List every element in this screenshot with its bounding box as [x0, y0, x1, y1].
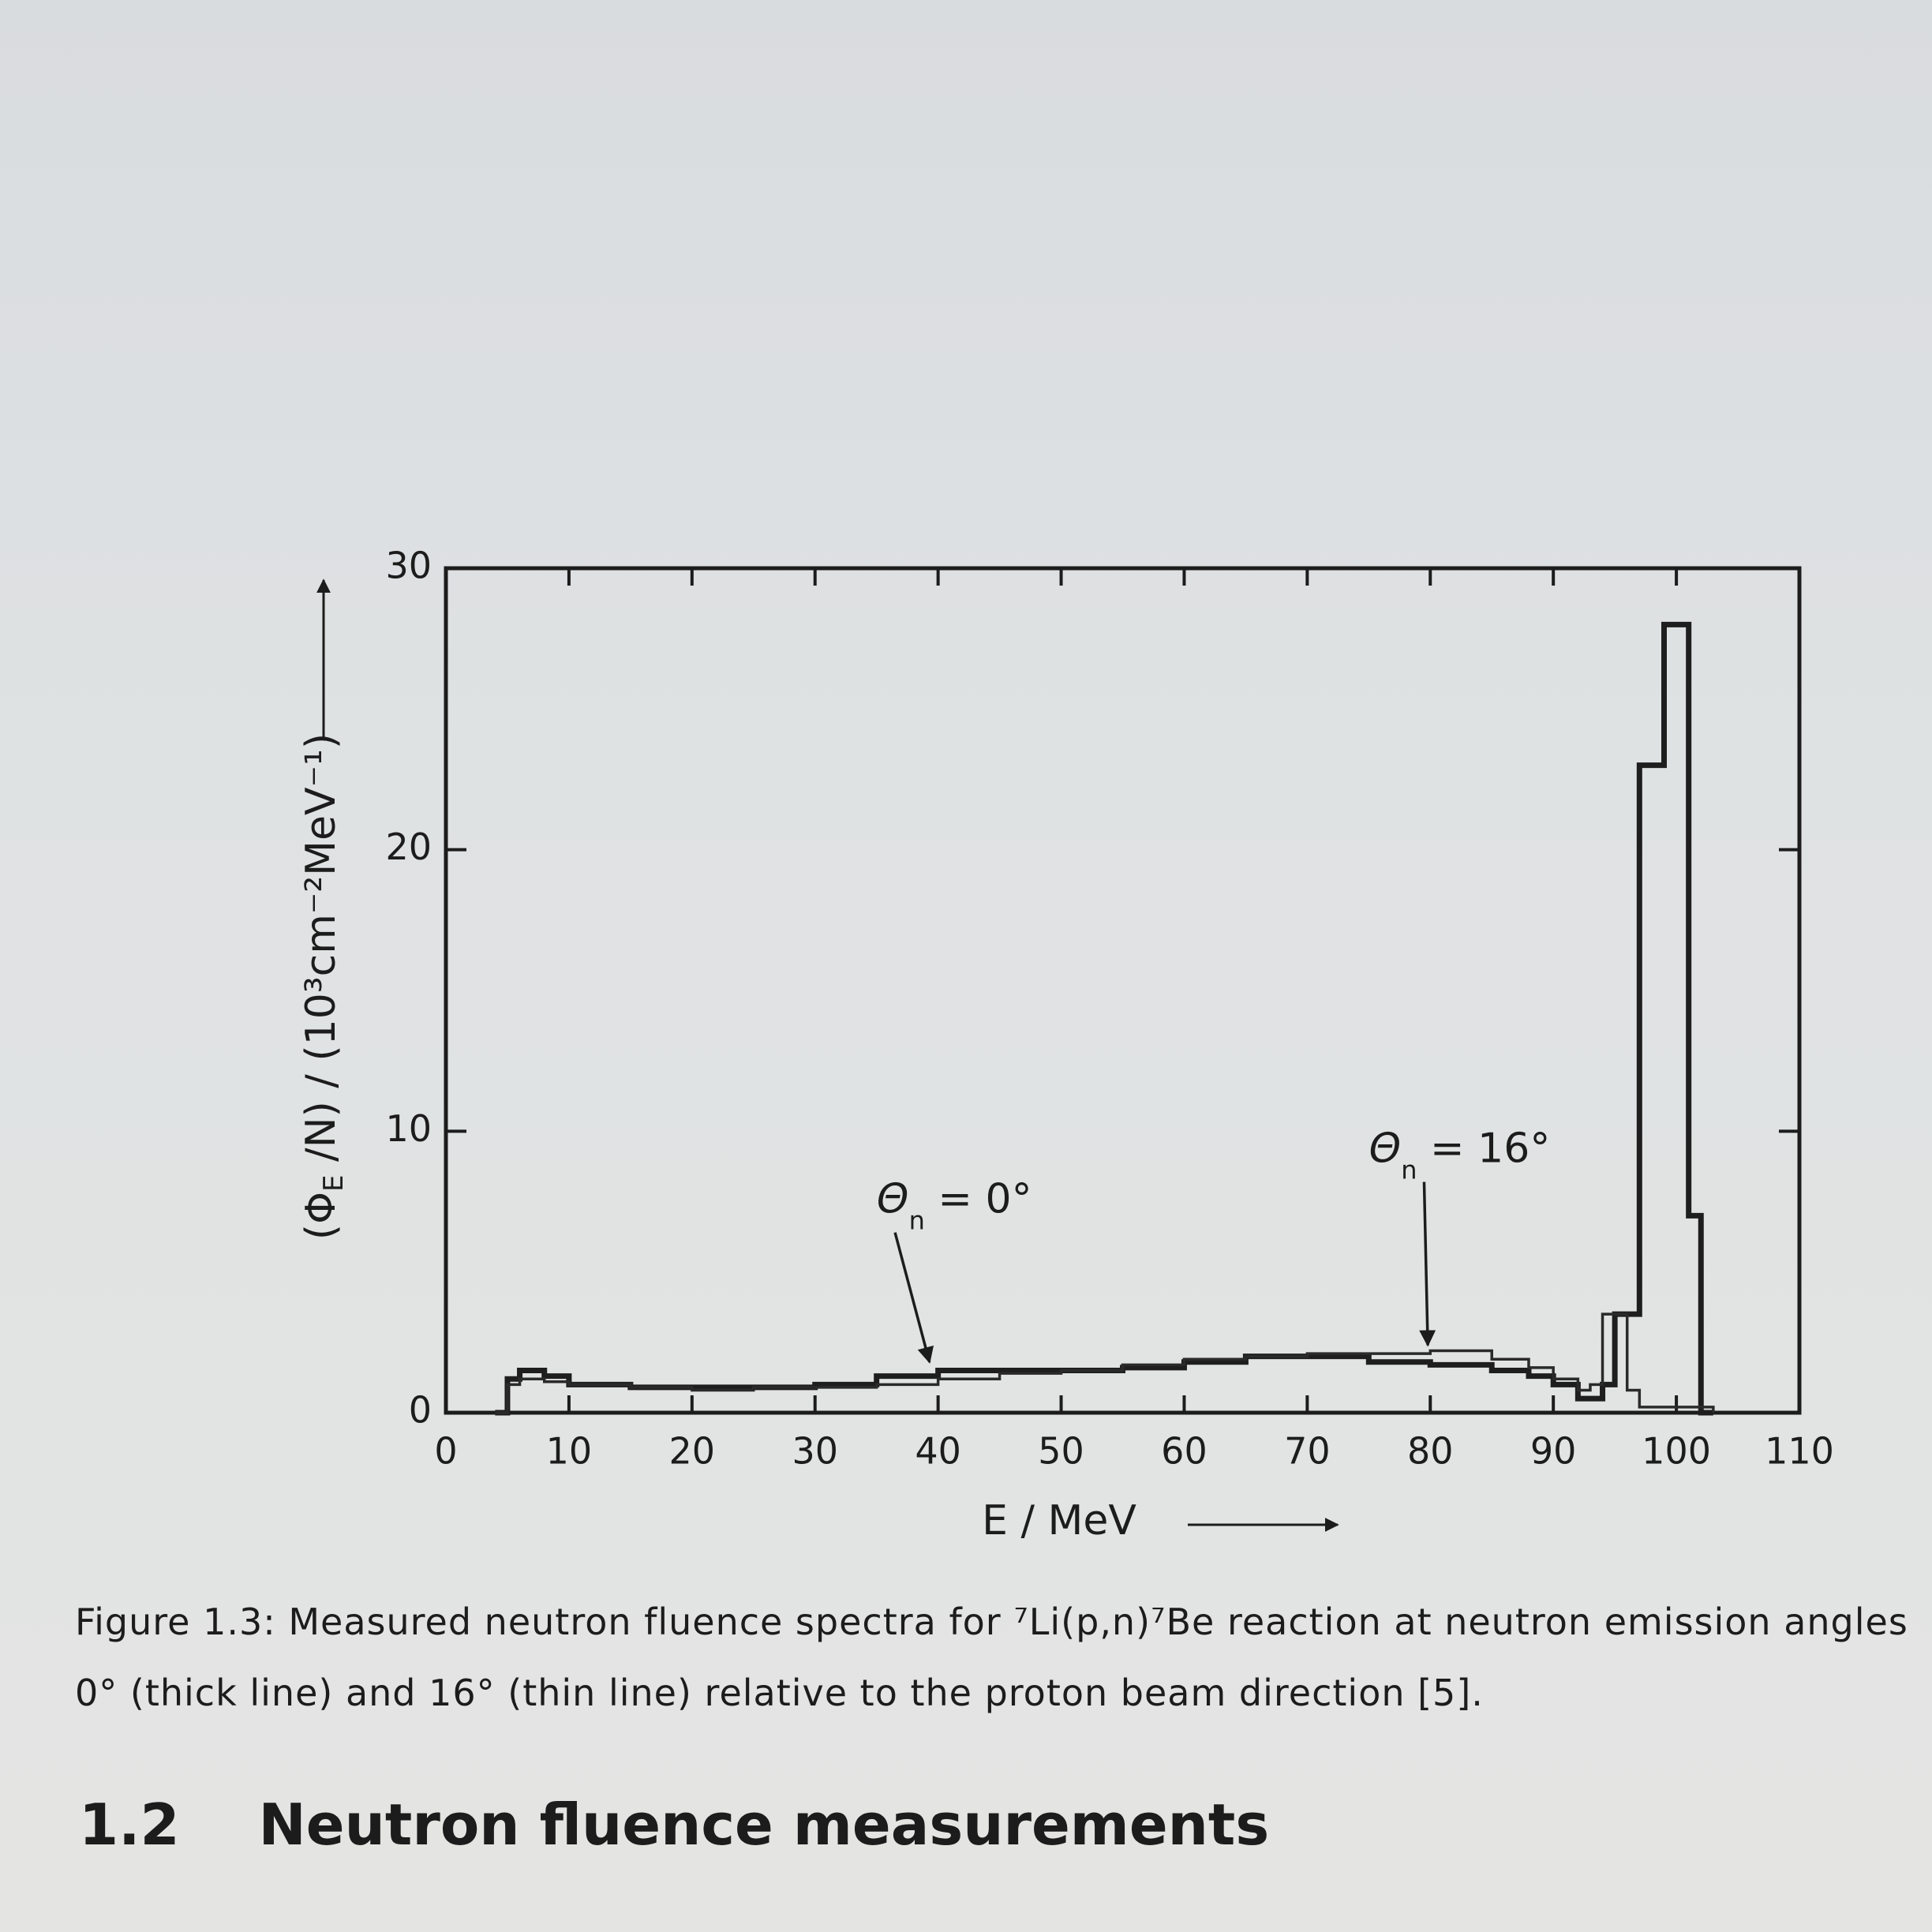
- annotation-text: = 0°: [925, 1176, 1032, 1223]
- annotation-symbol: Θ: [877, 1176, 909, 1223]
- annotation: Θn = 16°: [1368, 1125, 1550, 1185]
- x-tick-label: 0: [434, 1430, 457, 1473]
- x-tick-label: 70: [1284, 1430, 1331, 1473]
- section-heading: 1.2 Neutron fluence measurements: [79, 1792, 1269, 1858]
- annotation-symbol: Θ: [1368, 1125, 1401, 1172]
- x-tick-label: 100: [1642, 1430, 1711, 1473]
- annotation: Θn = 0°: [877, 1176, 1032, 1236]
- x-tick-label: 110: [1765, 1430, 1834, 1473]
- x-tick-label: 60: [1161, 1430, 1208, 1473]
- annotation-arrow: [1419, 1181, 1436, 1347]
- annotation-sub: n: [909, 1206, 925, 1236]
- y-tick-label: 10: [385, 1107, 432, 1150]
- x-tick-label: 40: [915, 1430, 961, 1473]
- section-number: 1.2: [79, 1792, 180, 1858]
- x-axis-label: E / MeV: [982, 1497, 1136, 1544]
- y-tick-label: 0: [409, 1389, 432, 1432]
- y-label-part: /N) / (10³cm⁻²MeV⁻¹): [298, 733, 345, 1175]
- annotation-arrow: [893, 1232, 934, 1364]
- x-tick-label: 30: [792, 1430, 838, 1473]
- y-axis-label: (ΦE /N) / (10³cm⁻²MeV⁻¹): [298, 733, 350, 1240]
- annotation-sub: n: [1401, 1155, 1417, 1185]
- y-label-part: (Φ: [298, 1192, 345, 1240]
- section-title: Neutron fluence measurements: [258, 1792, 1270, 1858]
- figure-caption: Figure 1.3: Measured neutron fluence spe…: [75, 1601, 1908, 1714]
- y-tick-label: 30: [385, 545, 432, 587]
- x-tick-label: 20: [669, 1430, 716, 1473]
- y-label-sub: E: [318, 1174, 350, 1191]
- data-line: [495, 621, 1713, 1416]
- x-tick-label: 80: [1407, 1430, 1454, 1473]
- plot-frame: [444, 566, 1802, 1415]
- x-tick-label: 90: [1530, 1430, 1577, 1473]
- data-line: [495, 1312, 1715, 1414]
- x-tick-label: 50: [1038, 1430, 1084, 1473]
- chart: E / MeV (ΦE /N) / (10³cm⁻²MeV⁻¹) 0 10 20 30…: [298, 545, 1834, 1545]
- y-tick-label: 20: [385, 826, 432, 868]
- annotation-text: = 16°: [1417, 1125, 1551, 1172]
- x-tick-label: 10: [546, 1430, 593, 1473]
